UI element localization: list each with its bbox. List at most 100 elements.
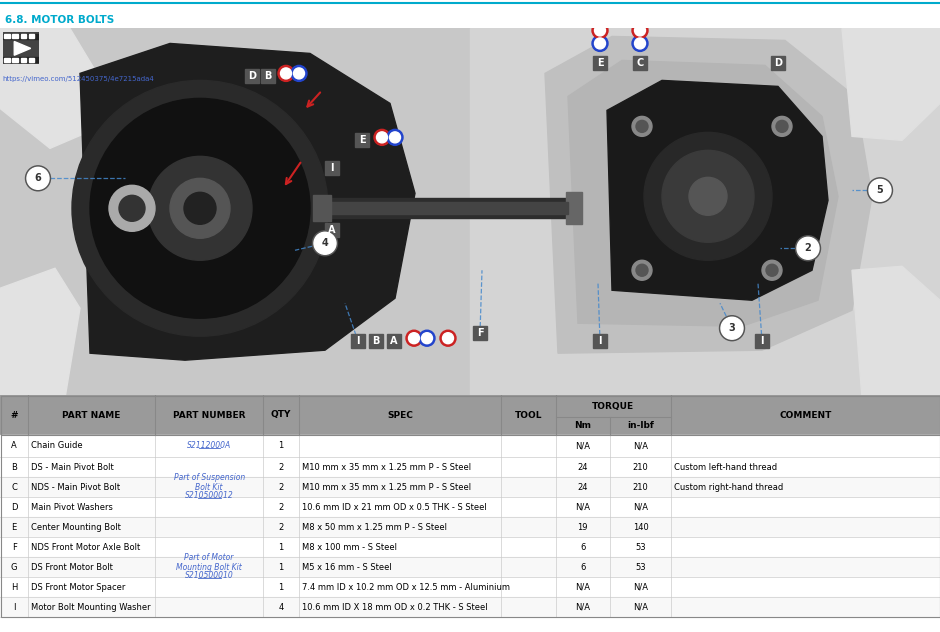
Text: S2112000A: S2112000A — [187, 442, 231, 451]
Text: S210500010: S210500010 — [185, 571, 233, 581]
Text: M10 mm x 35 mm x 1.25 mm P - S Steel: M10 mm x 35 mm x 1.25 mm P - S Steel — [302, 482, 471, 492]
Text: 2: 2 — [278, 482, 284, 492]
Text: E: E — [597, 58, 603, 68]
Circle shape — [869, 179, 891, 202]
Text: 6: 6 — [35, 173, 41, 183]
Text: 24: 24 — [577, 463, 588, 471]
Bar — [0, 28, 470, 398]
Bar — [245, 70, 259, 83]
Polygon shape — [852, 266, 940, 398]
Text: N/A: N/A — [634, 602, 648, 612]
Bar — [0, 477, 940, 497]
Bar — [0, 537, 940, 557]
Text: I: I — [760, 336, 763, 346]
Circle shape — [314, 233, 336, 254]
Text: 53: 53 — [635, 562, 646, 571]
Polygon shape — [0, 28, 100, 149]
Text: Mounting Bolt Kit: Mounting Bolt Kit — [177, 562, 242, 571]
Polygon shape — [568, 61, 838, 326]
Text: 2: 2 — [805, 243, 811, 253]
Circle shape — [440, 330, 456, 346]
Bar — [28, 34, 34, 38]
Text: in-lbf: in-lbf — [627, 422, 654, 430]
Bar — [0, 517, 940, 537]
Text: 10.6 mm ID x 21 mm OD x 0.5 THK - S Steel: 10.6 mm ID x 21 mm OD x 0.5 THK - S Stee… — [302, 502, 487, 511]
Text: A: A — [390, 336, 398, 346]
Text: Chain Guide: Chain Guide — [31, 442, 83, 451]
Bar — [755, 334, 769, 348]
Text: 140: 140 — [633, 523, 649, 532]
Text: 1: 1 — [278, 562, 284, 571]
Bar — [3, 58, 39, 63]
Circle shape — [762, 260, 782, 280]
Circle shape — [772, 116, 792, 137]
Bar — [5, 34, 10, 38]
Circle shape — [634, 25, 646, 36]
Circle shape — [291, 66, 307, 82]
Bar — [470, 28, 940, 398]
Text: N/A: N/A — [634, 583, 648, 592]
Bar — [320, 202, 568, 214]
Polygon shape — [607, 80, 828, 300]
Text: 1: 1 — [278, 542, 284, 552]
Text: N/A: N/A — [575, 502, 590, 511]
Bar — [0, 497, 940, 517]
Bar — [261, 70, 275, 83]
Circle shape — [689, 178, 727, 216]
Text: N/A: N/A — [575, 602, 590, 612]
Circle shape — [406, 330, 422, 346]
Text: Motor Bolt Mounting Washer: Motor Bolt Mounting Washer — [31, 602, 150, 612]
Text: Bolt Kit: Bolt Kit — [196, 482, 223, 492]
Text: I: I — [330, 163, 334, 173]
Text: M8 x 50 mm x 1.25 mm P - S Steel: M8 x 50 mm x 1.25 mm P - S Steel — [302, 523, 446, 532]
Text: Nm: Nm — [574, 422, 591, 430]
Text: NDS - Main Pivot Bolt: NDS - Main Pivot Bolt — [31, 482, 120, 492]
Bar — [566, 192, 582, 224]
Circle shape — [389, 132, 400, 143]
Bar — [0, 435, 940, 457]
Text: E: E — [359, 135, 366, 145]
Circle shape — [409, 332, 419, 344]
Text: D: D — [248, 71, 256, 82]
Text: 6: 6 — [580, 542, 586, 552]
Circle shape — [377, 132, 387, 143]
Text: H: H — [11, 583, 17, 592]
Circle shape — [374, 130, 390, 145]
Circle shape — [632, 35, 648, 51]
Text: I: I — [13, 602, 15, 612]
Bar — [0, 457, 940, 477]
Circle shape — [721, 317, 743, 339]
Text: B: B — [372, 336, 380, 346]
Text: E: E — [11, 523, 17, 532]
Bar — [3, 33, 39, 39]
Bar — [633, 56, 647, 70]
Bar — [313, 195, 331, 221]
Text: TORQUE: TORQUE — [592, 401, 635, 411]
Text: 24: 24 — [577, 482, 588, 492]
Bar — [0, 557, 940, 577]
Text: TOOL: TOOL — [514, 411, 542, 420]
Text: DS Front Motor Bolt: DS Front Motor Bolt — [31, 562, 113, 571]
Text: Custom right-hand thread: Custom right-hand thread — [674, 482, 783, 492]
Bar — [5, 58, 10, 62]
Text: 3: 3 — [728, 323, 735, 333]
Circle shape — [278, 66, 294, 82]
Circle shape — [421, 332, 432, 344]
Text: D: D — [774, 58, 782, 68]
Bar — [0, 577, 940, 597]
Text: B: B — [11, 463, 17, 471]
Bar — [351, 334, 365, 348]
Text: M10 mm x 35 mm x 1.25 mm P - S Steel: M10 mm x 35 mm x 1.25 mm P - S Steel — [302, 463, 471, 471]
Text: https://vimeo.com/512450375/4e7215ada4: https://vimeo.com/512450375/4e7215ada4 — [3, 76, 154, 82]
Bar — [325, 161, 339, 175]
Text: Part of Suspension: Part of Suspension — [174, 473, 244, 482]
Text: 2: 2 — [278, 523, 284, 532]
Bar — [369, 334, 383, 348]
Polygon shape — [842, 28, 940, 140]
Text: 1: 1 — [278, 583, 284, 592]
Text: 2: 2 — [278, 463, 284, 471]
Text: A: A — [11, 442, 17, 451]
Circle shape — [293, 68, 305, 79]
Text: 4: 4 — [321, 238, 328, 248]
Text: N/A: N/A — [634, 502, 648, 511]
